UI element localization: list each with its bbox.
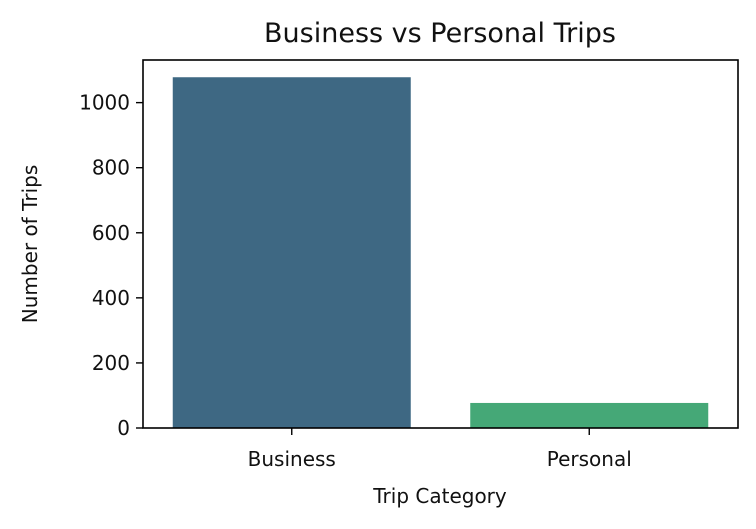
y-tick-label: 400 [92,286,130,310]
x-tick-label: Personal [547,447,632,471]
y-tick-label: 0 [117,416,130,440]
y-axis-label: Number of Trips [18,165,42,324]
y-tick-label: 600 [92,221,130,245]
x-axis-ticks: Business Personal [248,428,632,471]
x-tick-label: Business [248,447,336,471]
y-tick-label: 800 [92,156,130,180]
chart-title: Business vs Personal Trips [264,18,616,49]
plot-area: 0 200 400 600 800 1000 Business Personal [79,59,739,471]
plot-frame [142,59,739,429]
bar-business [172,77,411,429]
y-tick-label: 1000 [79,91,130,115]
bar-personal [470,402,709,428]
x-axis-label: Trip Category [372,484,507,508]
y-axis-ticks: 0 200 400 600 800 1000 [79,91,143,440]
bars-group [172,77,709,429]
y-tick-label: 200 [92,351,130,375]
